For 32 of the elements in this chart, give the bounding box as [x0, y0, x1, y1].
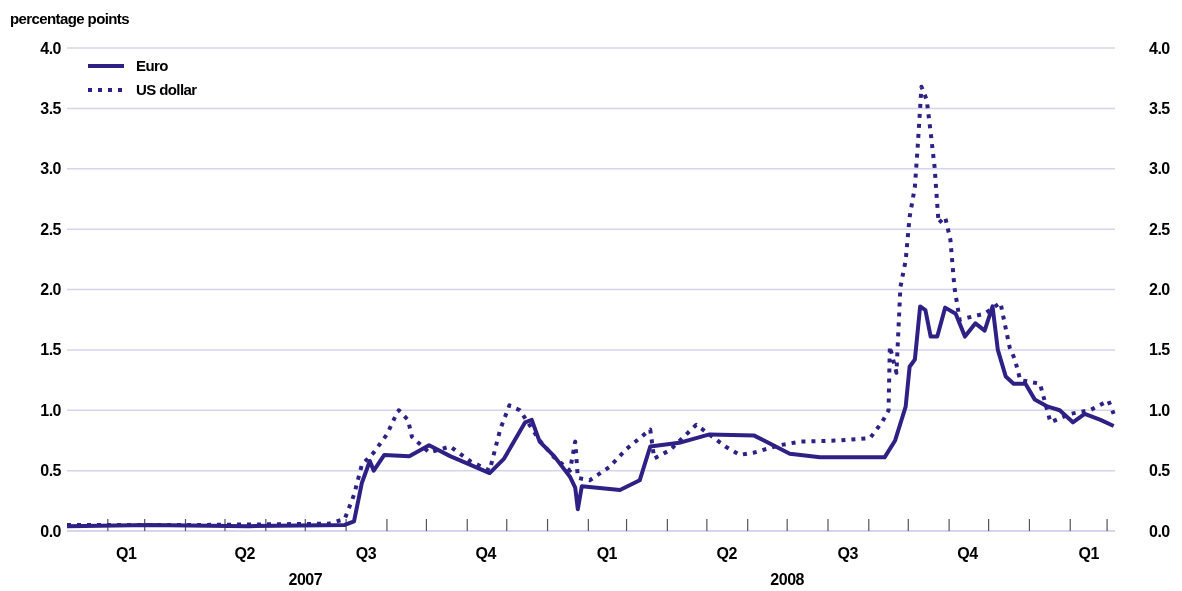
y-tick-label: 3.5 [40, 99, 62, 117]
y-tick-label: 0.5 [40, 462, 62, 480]
x-tick-label: Q4 [475, 545, 497, 562]
x-tick-label: Q3 [355, 545, 377, 562]
y-tick-label: 3.0 [40, 160, 62, 178]
y-tick-label: 2.0 [40, 281, 62, 299]
y2-tick-label: 0.5 [1149, 462, 1171, 480]
x-tick-label: Q3 [837, 545, 859, 562]
y2-tick-label: 3.0 [1149, 160, 1171, 178]
y-axis-title: percentage points [10, 10, 130, 27]
y2-tick-label: 1.5 [1149, 341, 1171, 359]
x-tick-label: Q1 [116, 545, 138, 562]
y-tick-label: 4.0 [40, 39, 62, 57]
x-tick-label: Q1 [1078, 545, 1100, 562]
y-tick-label: 1.5 [40, 341, 62, 359]
x-tick-label: Q4 [957, 545, 979, 562]
x-tick-label: Q1 [596, 545, 618, 562]
y2-tick-label: 2.5 [1149, 220, 1171, 238]
legend-label: US dollar [136, 81, 198, 99]
text: 2007 [288, 571, 323, 588]
x-tick-label: Q2 [234, 545, 256, 562]
x-tick-label: Q2 [716, 545, 738, 562]
text: 2008 [770, 571, 805, 588]
y2-tick-label: 1.0 [1149, 401, 1171, 419]
y2-tick-label: 4.0 [1149, 39, 1171, 57]
y2-tick-label: 0.0 [1149, 522, 1171, 540]
y-tick-label: 1.0 [40, 401, 62, 419]
y-tick-label: 0.0 [40, 522, 62, 540]
y2-tick-label: 2.0 [1149, 281, 1171, 299]
legend-label: Euro [136, 57, 169, 75]
y2-tick-label: 3.5 [1149, 99, 1171, 117]
y-tick-label: 2.5 [40, 220, 62, 238]
